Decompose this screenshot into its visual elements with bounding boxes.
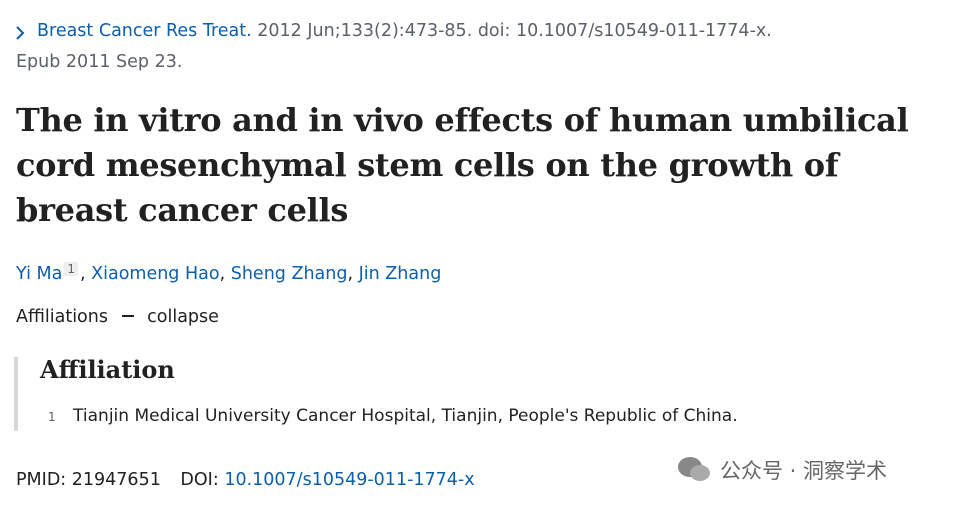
author-separator: , — [79, 264, 86, 284]
doi-label: DOI: — [180, 470, 219, 490]
pmid-label: PMID: — [16, 470, 67, 490]
affiliation-item: 1 Tianjin Medical University Cancer Hosp… — [48, 406, 738, 426]
affiliations-toggle[interactable]: Affiliations collapse — [16, 307, 219, 327]
chevron-icon — [16, 26, 25, 40]
author-separator: , — [219, 264, 226, 284]
identifiers: PMID: 21947651 DOI: 10.1007/s10549-011-1… — [16, 470, 475, 490]
watermark: 公众号 · 洞察学术 — [720, 459, 888, 483]
wechat-icon — [678, 457, 710, 481]
author-link[interactable]: Xiaomeng Hao — [91, 264, 220, 284]
affiliation-border — [14, 357, 18, 431]
minus-icon — [121, 315, 134, 317]
toggle-action: collapse — [147, 307, 219, 327]
affiliation-heading: Affiliation — [40, 355, 175, 384]
citation-details: 2012 Jun;133(2):473-85. doi: 10.1007/s10… — [257, 21, 772, 41]
author-link[interactable]: Yi Ma — [16, 264, 63, 284]
author-link[interactable]: Jin Zhang — [358, 264, 442, 284]
author-link[interactable]: Sheng Zhang — [230, 264, 348, 284]
epub-date: Epub 2011 Sep 23. — [16, 52, 183, 72]
affiliation-ref[interactable]: 1 — [64, 262, 78, 276]
author-separator: , — [347, 264, 354, 284]
affiliation-number: 1 — [48, 410, 56, 424]
author-list: Yi Ma 1, Xiaomeng Hao, Sheng Zhang, Jin Z… — [16, 262, 441, 284]
pmid: 21947651 — [71, 470, 161, 490]
journal-link[interactable]: Breast Cancer Res Treat. — [37, 21, 252, 41]
toggle-label: Affiliations — [16, 307, 108, 327]
doi-link[interactable]: 10.1007/s10549-011-1774-x — [224, 470, 475, 490]
citation: Breast Cancer Res Treat. 2012 Jun;133(2)… — [37, 21, 772, 41]
article-title: The in vitro and in vivo effects of huma… — [16, 101, 909, 229]
affiliation-text: Tianjin Medical University Cancer Hospit… — [73, 406, 738, 426]
